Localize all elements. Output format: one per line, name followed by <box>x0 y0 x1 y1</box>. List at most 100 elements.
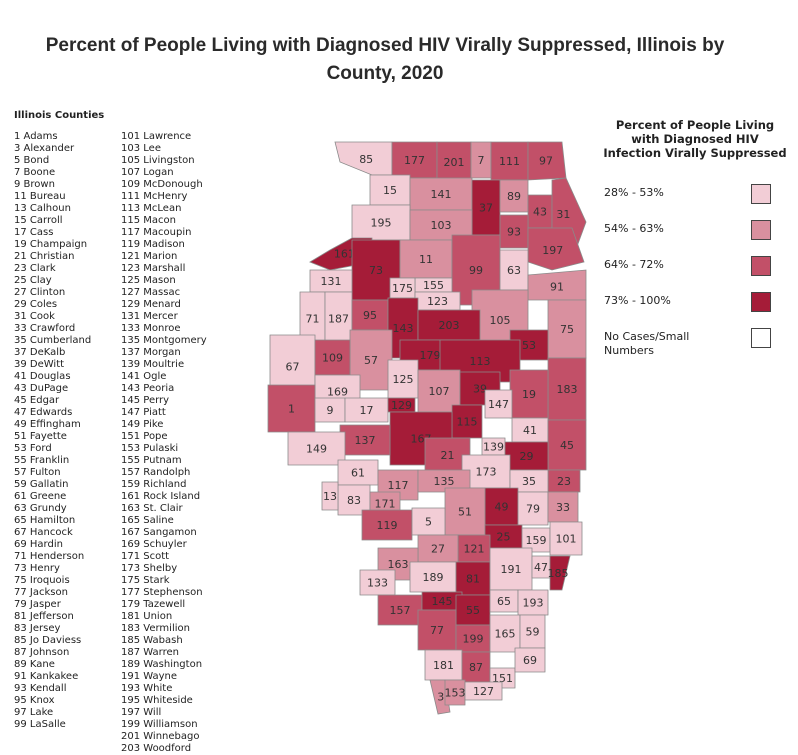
county-label-59: 59 <box>526 626 540 639</box>
county-list-item: 101 Lawrence <box>121 131 192 142</box>
county-label-79: 79 <box>526 503 540 516</box>
county-list-item: 147 Piatt <box>121 407 166 418</box>
county-list-item: 83 Jersey <box>14 623 61 634</box>
county-label-9: 9 <box>327 404 334 417</box>
county-list-item: 3 Alexander <box>14 143 75 154</box>
county-list-item: 37 DeKalb <box>14 347 66 358</box>
county-label-41: 41 <box>523 424 537 437</box>
county-label-99: 99 <box>469 264 483 277</box>
county-list-item: 143 Peoria <box>121 383 175 394</box>
county-list-item: 7 Boone <box>14 167 56 178</box>
legend-swatch <box>751 292 771 312</box>
county-label-67: 67 <box>286 361 300 374</box>
county-list-item: 131 Mercer <box>121 311 178 322</box>
county-label-11: 11 <box>419 253 433 266</box>
county-list-item: 59 Gallatin <box>14 479 69 490</box>
county-list-item: 105 Livingston <box>121 155 195 166</box>
county-list-item: 9 Brown <box>14 179 55 190</box>
county-list-item: 71 Henderson <box>14 551 85 562</box>
county-list-item: 87 Johnson <box>14 647 70 658</box>
county-list-item: 197 Will <box>121 707 162 718</box>
county-list-item: 53 Ford <box>14 443 52 454</box>
county-label-61: 61 <box>351 467 365 480</box>
county-label-95: 95 <box>363 309 377 322</box>
county-label-197: 197 <box>542 244 563 257</box>
county-label-89: 89 <box>507 190 521 203</box>
county-label-193: 193 <box>523 597 544 610</box>
county-label-23: 23 <box>557 475 571 488</box>
county-label-69: 69 <box>523 654 537 667</box>
county-list-item: 29 Coles <box>14 299 58 310</box>
county-label-133: 133 <box>367 577 388 590</box>
legend-swatch <box>751 328 771 348</box>
legend-item-64-72: 64% - 72% <box>604 256 780 292</box>
county-list-item: 33 Crawford <box>14 323 76 334</box>
county-list-item: 159 Richland <box>121 479 187 490</box>
county-list-item: 99 LaSalle <box>14 719 66 730</box>
map-title: Percent of People Living with Diagnosed … <box>0 32 770 88</box>
county-list-item: 107 Logan <box>121 167 174 178</box>
county-label-115: 115 <box>457 416 478 429</box>
county-list-item: 103 Lee <box>121 143 161 154</box>
county-label-33: 33 <box>556 501 570 514</box>
county-list-item: 145 Perry <box>121 395 170 406</box>
county-label-51: 51 <box>458 506 472 519</box>
county-label-63: 63 <box>507 264 521 277</box>
county-label-65: 65 <box>497 595 511 608</box>
county-list-item: 63 Grundy <box>14 503 67 514</box>
county-list-item: 191 Wayne <box>121 671 178 682</box>
county-list-item: 73 Henry <box>14 563 60 574</box>
county-label-77: 77 <box>430 624 444 637</box>
county-list-item: 203 Woodford <box>121 743 192 754</box>
county-label-35: 35 <box>522 475 536 488</box>
county-list-item: 47 Edwards <box>14 407 73 418</box>
county-list-item: 169 Schuyler <box>121 539 187 550</box>
county-list-item: 127 Massac <box>121 287 181 298</box>
county-label-19: 19 <box>522 388 536 401</box>
county-label-57: 57 <box>364 354 378 367</box>
legend-title: Percent of People Living with Diagnosed … <box>598 118 792 160</box>
county-label-179: 179 <box>420 349 441 362</box>
county-list-item: 125 Mason <box>121 275 176 286</box>
county-list-item: 23 Clark <box>14 263 56 274</box>
county-list-item: 21 Christian <box>14 251 75 262</box>
county-list-item: 43 DuPage <box>14 383 69 394</box>
county-label-47: 47 <box>534 561 548 574</box>
county-list-item: 189 Washington <box>121 659 203 670</box>
county-list-item: 201 Winnebago <box>121 731 200 742</box>
legend-item-73-100: 73% - 100% <box>604 292 780 328</box>
county-label-49: 49 <box>495 501 509 514</box>
counties-heading: Illinois Counties <box>14 110 105 121</box>
county-list-item: 175 Stark <box>121 575 170 586</box>
county-label-13: 13 <box>323 490 337 503</box>
county-list-item: 77 Jackson <box>14 587 68 598</box>
legend-title-line-3: Infection Virally Suppressed <box>603 146 787 160</box>
map-title-line-1: Percent of People Living with Diagnosed … <box>45 35 725 56</box>
county-label-15: 15 <box>383 184 397 197</box>
county-list-item: 11 Bureau <box>14 191 66 202</box>
county-list-item: 89 Kane <box>14 659 55 670</box>
county-label-21: 21 <box>441 449 455 462</box>
county-label-177: 177 <box>404 154 425 167</box>
county-list-item: 153 Pulaski <box>121 443 179 454</box>
county-label-111: 111 <box>499 155 520 168</box>
county-list-item: 109 McDonough <box>121 179 203 190</box>
county-label-71: 71 <box>306 313 320 326</box>
county-list-item: 121 Marion <box>121 251 178 262</box>
county-label-27: 27 <box>431 543 445 556</box>
legend-label: 28% - 53% <box>604 186 664 199</box>
county-list-column-1: 1 Adams 3 Alexander 5 Bond 7 Boone 9 Brown 11… <box>14 131 91 731</box>
county-list-column-2: 101 Lawrence 103 Lee 105 Livingston 107 Log… <box>121 131 207 755</box>
county-79 <box>517 491 549 526</box>
county-label-143: 143 <box>393 322 414 335</box>
county-list-item: 149 Pike <box>121 419 164 430</box>
county-label-123: 123 <box>427 295 448 308</box>
county-label-107: 107 <box>429 385 450 398</box>
county-list-item: 177 Stephenson <box>121 587 203 598</box>
county-label-155: 155 <box>423 279 444 292</box>
county-label-181: 181 <box>433 659 454 672</box>
county-list-item: 119 Madison <box>121 239 185 250</box>
county-label-139: 139 <box>483 441 504 454</box>
county-list-item: 25 Clay <box>14 275 52 286</box>
county-label-157: 157 <box>390 604 411 617</box>
